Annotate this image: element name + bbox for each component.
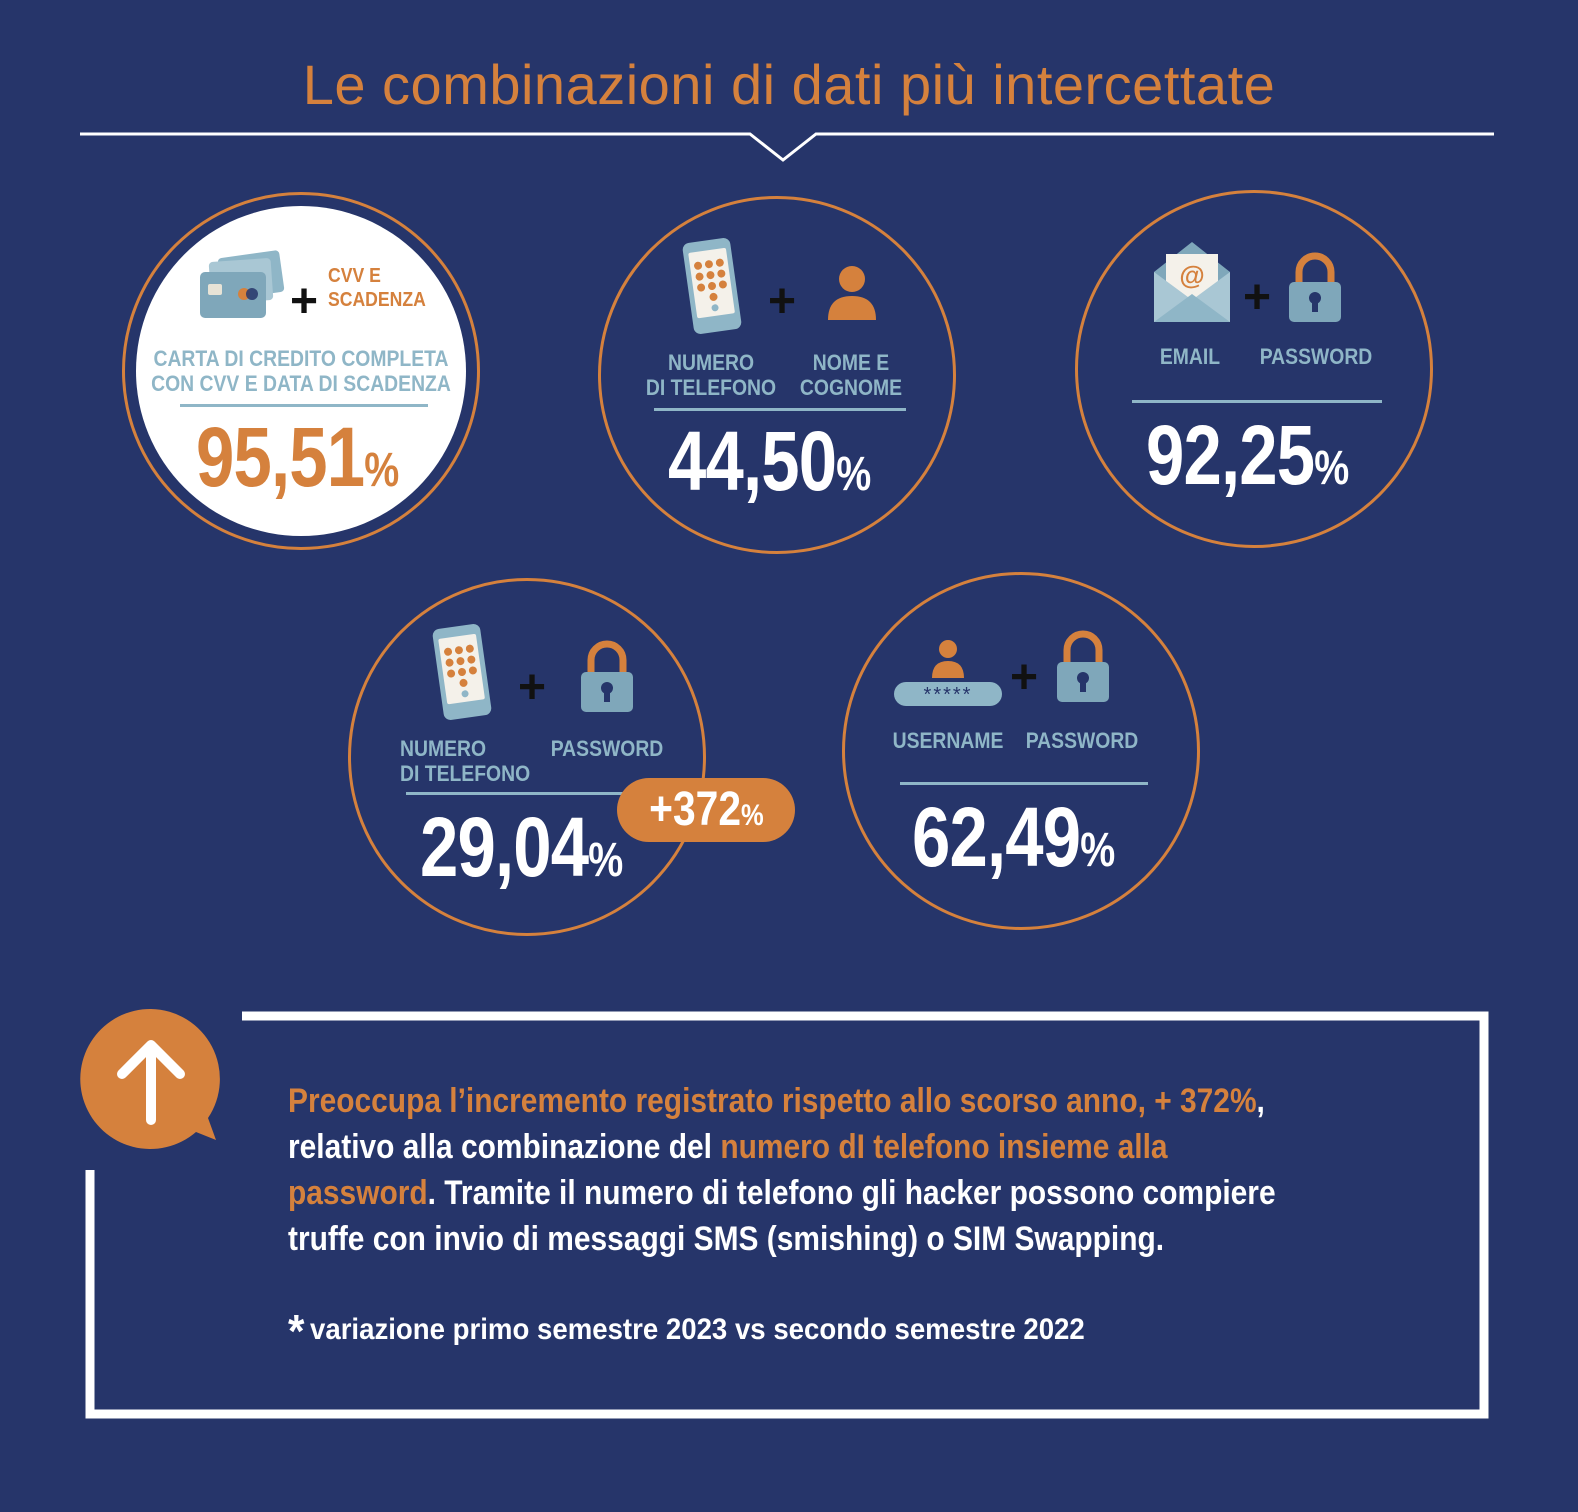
padlock-icon [581,640,633,712]
page-title: Le combinazioni di dati più intercettate [302,53,1276,116]
password-label: PASSWORD [1025,728,1139,753]
title-divider [80,132,1494,162]
arrow-up-icon [80,1008,220,1149]
plus-sign: + [768,275,797,328]
credit-card-icon [200,250,285,318]
phone-icon [682,238,742,334]
plus-sign: + [1010,651,1039,704]
name-label: NOME E COGNOME [799,350,903,400]
plus-sign: + [518,661,547,714]
padlock-icon [1289,252,1341,322]
email-label: EMAIL [1159,344,1221,369]
card-percentage: 95,51% [196,410,399,504]
card-ring [122,192,480,550]
password-label: PASSWORD [550,736,664,761]
note-text: Preoccupa l’incremento registrato rispet… [288,1082,1276,1258]
card-ring [598,196,956,554]
card-percentage: 44,50% [668,414,871,508]
card-divider [654,408,906,411]
padlock-icon [1057,630,1109,702]
masked-text: ***** [923,684,973,706]
person-icon [828,266,876,320]
card-divider [900,782,1148,785]
card-ring [348,578,706,936]
card-ring [1075,190,1433,548]
username-field-icon [894,682,1002,706]
svg-text:@: @ [1179,260,1204,290]
phone-label: NUMERO DI TELEFONO [645,350,777,400]
card-percentage: 92,25% [1146,408,1349,502]
username-person-icon [932,640,964,678]
card-label: CARTA DI CREDITO COMPLETA CON CVV E DATA… [151,346,451,396]
plus-sign: + [1243,271,1272,324]
card-percentage: 62,49% [912,790,1115,884]
username-label: USERNAME [892,728,1004,753]
increase-badge: +372% [617,778,795,842]
cvv-label: CVV E SCADENZA [328,265,426,311]
footnote: * variazione primo semestre 2023 vs secon… [288,1305,1085,1357]
card-ring [842,572,1200,930]
card-percentage: 29,04% [420,800,623,894]
phone-label: NUMERO DI TELEFONO [400,736,531,786]
card-divider [180,404,428,407]
phone-icon [432,624,492,720]
card-disc [136,206,466,536]
note-frame [85,1011,1489,1419]
card-divider [406,792,626,795]
card-divider [1132,400,1382,403]
password-label: PASSWORD [1259,344,1373,369]
email-icon: @ [1154,242,1230,322]
plus-sign: + [290,275,319,328]
